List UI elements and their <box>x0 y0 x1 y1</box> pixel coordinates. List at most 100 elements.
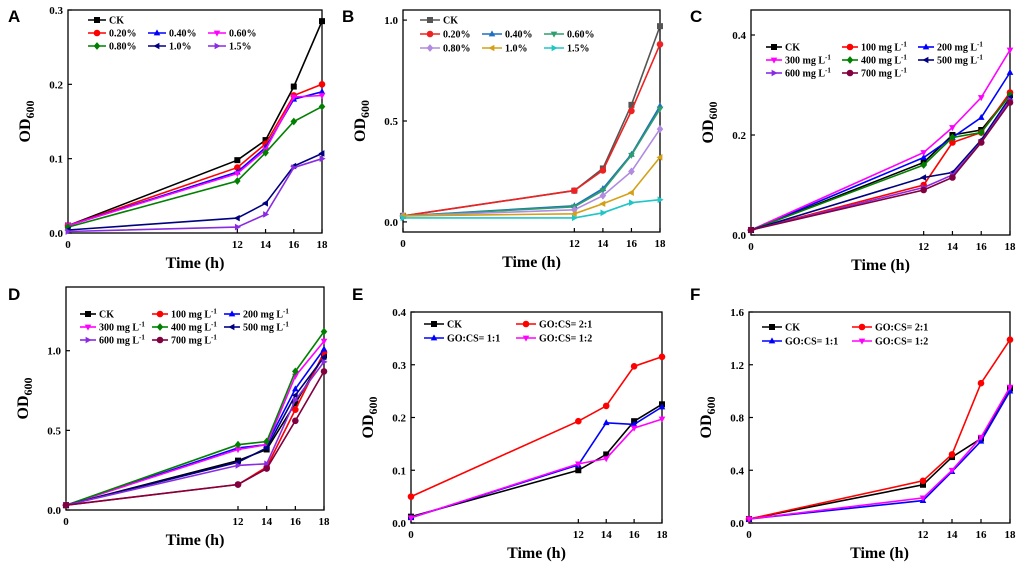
data-point <box>570 210 577 218</box>
legend-marker <box>846 43 854 51</box>
series-line <box>750 92 1011 231</box>
legend-marker <box>156 310 164 318</box>
data-point <box>234 481 242 488</box>
legend-entry: GO:CS= 1:1 <box>424 334 500 345</box>
data-point <box>630 425 638 432</box>
data-point <box>628 107 635 115</box>
legend-label: 0.80% <box>443 44 471 55</box>
series-line <box>410 403 663 518</box>
series-line <box>65 348 325 506</box>
data-point <box>1006 47 1014 54</box>
y-tick-label: 0.8 <box>730 413 744 425</box>
legend-label: 200 mg L-1 <box>243 308 289 321</box>
legend-marker <box>550 31 558 38</box>
legend-entry: 400 mg L-1 <box>842 54 907 67</box>
data-point <box>602 456 610 463</box>
legend: CK 0.20% 0.40% 0.60% 0.80% 1.0% 1.5% <box>420 16 595 55</box>
x-tick-label: 18 <box>319 516 331 528</box>
legend-entry: 200 mg L-1 <box>224 308 289 321</box>
x-axis-title: Time (h) <box>507 545 566 562</box>
x-tick-label: 0 <box>63 516 69 528</box>
data-point <box>320 327 328 336</box>
legend-entry: 1.0% <box>148 42 192 53</box>
y-axis-title: OD600 <box>15 378 35 420</box>
legend-label: CK <box>785 43 800 54</box>
data-point <box>920 186 927 194</box>
series-line <box>750 97 1011 231</box>
legend-marker <box>426 30 434 38</box>
y-tick-label: 0.0 <box>730 518 744 530</box>
y-tick-label: 0.5 <box>384 116 398 128</box>
legend-label: GO:CS= 1:1 <box>447 334 500 345</box>
legend-label: 0.60% <box>567 30 595 41</box>
legend-marker <box>846 56 854 64</box>
series-6 <box>400 196 664 222</box>
legend-marker <box>488 30 496 37</box>
legend-entry: CK <box>420 16 458 27</box>
series-1 <box>745 336 1014 523</box>
legend-entry: 0.60% <box>208 29 257 40</box>
y-tick-label: 0.2 <box>392 413 406 425</box>
data-point <box>599 188 607 195</box>
legend-label: 400 mg L-1 <box>861 54 907 67</box>
series-line <box>65 370 325 506</box>
series-line <box>750 94 1011 231</box>
legend-marker <box>228 323 235 331</box>
plot-frame <box>65 286 325 511</box>
series-line <box>410 406 663 519</box>
data-point <box>629 199 636 207</box>
data-point <box>977 95 985 102</box>
legend-label: 400 mg L-1 <box>171 321 217 334</box>
legend-entry: 600 mg L-1 <box>80 334 145 347</box>
legend-label: 0.40% <box>505 30 533 41</box>
legend-marker <box>84 324 92 331</box>
x-tick-label: 16 <box>976 241 988 253</box>
legend-marker <box>156 323 164 331</box>
data-point <box>234 447 242 454</box>
y-tick-label: 0.0 <box>47 505 61 517</box>
data-point <box>321 358 328 366</box>
data-point <box>657 196 664 204</box>
data-point <box>235 462 242 469</box>
data-point <box>920 161 927 169</box>
legend-marker <box>768 337 776 344</box>
legend-entry: 1.0% <box>482 44 528 55</box>
y-tick-label: 0.5 <box>47 425 61 437</box>
x-tick-label: 12 <box>569 238 581 250</box>
legend-label: 0.20% <box>443 30 471 41</box>
series-2 <box>399 102 664 219</box>
legend-label: CK <box>785 323 800 334</box>
legend-marker <box>228 310 236 317</box>
x-tick-label: 12 <box>573 529 585 541</box>
x-tick-label: 12 <box>233 516 245 528</box>
y-tick-label: 1.0 <box>384 15 398 27</box>
data-point <box>234 458 241 466</box>
x-tick-label: 16 <box>976 529 988 541</box>
x-tick-label: 18 <box>657 529 669 541</box>
legend-marker <box>94 17 100 23</box>
legend-marker <box>85 311 91 317</box>
legend-entry: 300 mg L-1 <box>80 321 145 334</box>
x-axis-title: Time (h) <box>166 255 225 272</box>
data-point <box>977 113 985 120</box>
data-point <box>407 493 415 500</box>
legend-marker <box>846 69 854 77</box>
series-3 <box>399 106 664 220</box>
data-point <box>320 345 328 352</box>
data-point <box>318 88 326 95</box>
data-point <box>949 133 956 142</box>
panel-d: D 0 12 14 16 18 0.0 0.5 1.0 Time (h) OD600 CK 100 mg… <box>8 285 330 549</box>
series-0 <box>65 18 325 229</box>
legend: CK 0.20% 0.40% 0.60% 0.80% 1.0% 1.5% <box>88 16 257 53</box>
legend-label: 0.20% <box>109 29 137 40</box>
legend-entry: CK <box>88 16 124 27</box>
panel-b: B 0 12 14 16 18 0.0 0.5 1.0 Time (h) OD600 CK 0.20% 0… <box>342 7 666 271</box>
legend-label: GO:CS= 2:1 <box>875 323 928 334</box>
legend: CK 100 mg L-1 200 mg L-1 300 mg L-1 400 mg L… <box>766 41 983 80</box>
data-point <box>575 417 582 425</box>
panel-e: E 0 12 14 16 18 0.0 0.1 0.2 0.3 0.4 Time (h) OD600 CK… <box>352 285 668 562</box>
y-tick-label: 1.2 <box>730 360 744 372</box>
legend-entry: 1.5% <box>208 42 252 53</box>
data-point <box>656 125 664 133</box>
